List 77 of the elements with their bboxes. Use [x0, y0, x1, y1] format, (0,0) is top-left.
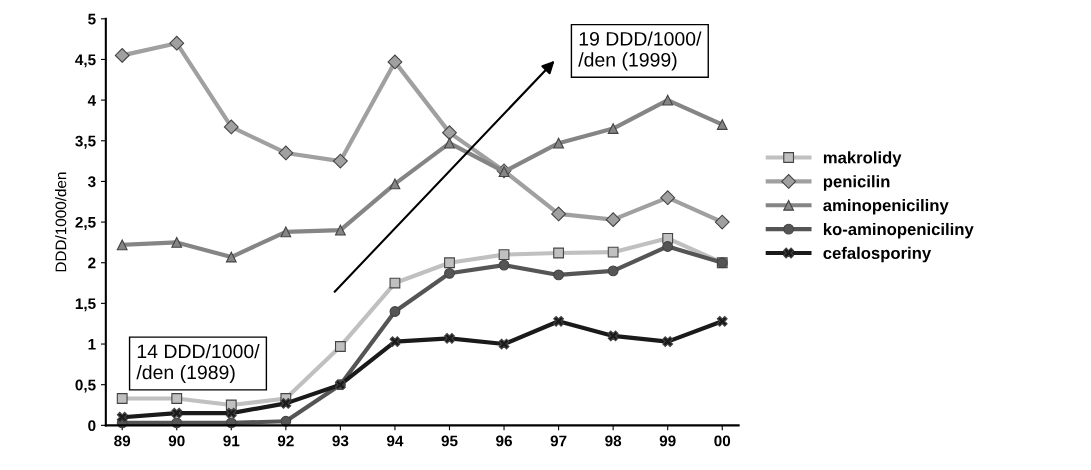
- point: [280, 397, 292, 409]
- point: [278, 145, 294, 161]
- point: [389, 336, 401, 348]
- x-tick-label: 89: [114, 435, 131, 447]
- point: [607, 123, 619, 134]
- x-tick-label: 96: [496, 435, 512, 447]
- point: [607, 265, 619, 277]
- point: [334, 341, 346, 352]
- point: [498, 259, 510, 271]
- x-tick-label: 90: [168, 435, 185, 447]
- y-tick-label: 4,5: [75, 54, 96, 68]
- point: [662, 336, 674, 348]
- legend-label: ko-aminopeniciliny: [823, 222, 974, 239]
- point: [334, 224, 346, 236]
- point: [116, 411, 128, 423]
- point: [389, 306, 401, 317]
- point: [444, 267, 455, 279]
- annotation: 19 DDD/1000/ /den (1999): [578, 31, 702, 71]
- x-tick-label: 95: [441, 435, 458, 447]
- point: [553, 315, 565, 327]
- point: [223, 119, 239, 135]
- point: [444, 257, 455, 269]
- x-tick-label: 98: [605, 435, 622, 447]
- point: [225, 407, 237, 419]
- point: [553, 137, 565, 149]
- legend-label: penicilin: [823, 175, 890, 191]
- point: [387, 54, 403, 70]
- point: [607, 330, 619, 342]
- y-tick-label: 1: [88, 339, 96, 350]
- point: [551, 206, 567, 222]
- point: [660, 190, 676, 206]
- x-tick-label: 91: [223, 435, 240, 447]
- point: [389, 178, 401, 190]
- annotation: 14 DDD/1000/ /den (1989): [136, 343, 260, 384]
- x-tick-label: 97: [550, 435, 567, 447]
- point: [169, 35, 185, 51]
- point: [662, 241, 674, 252]
- point: [498, 249, 510, 261]
- y-tick-label: 3: [87, 176, 96, 188]
- y-tick-label: 0,5: [75, 379, 96, 393]
- point: [171, 407, 183, 419]
- y-tick-label: 4: [87, 95, 97, 106]
- y-tick-label: 0: [88, 420, 96, 432]
- x-tick-label: 93: [332, 435, 349, 447]
- point: [332, 153, 348, 169]
- y-tick-label: 2: [88, 257, 96, 269]
- point: [116, 393, 128, 404]
- point: [444, 137, 455, 149]
- legend-label: aminopeniciliny: [823, 199, 949, 215]
- y-tick-label: 1,5: [75, 298, 96, 312]
- y-tick-label: 5: [88, 13, 96, 25]
- point: [605, 212, 621, 228]
- point: [714, 214, 730, 230]
- x-tick-label: 99: [659, 435, 676, 447]
- point: [716, 315, 728, 327]
- point: [116, 239, 128, 251]
- point: [498, 338, 510, 350]
- x-tick-label: 94: [386, 435, 404, 447]
- point: [280, 226, 292, 238]
- point: [225, 251, 237, 263]
- y-axis-title: DDD/1000/den: [55, 172, 67, 272]
- point: [553, 269, 565, 281]
- point: [662, 94, 674, 106]
- point: [171, 236, 183, 248]
- legend-label: cefalosporiny: [823, 246, 932, 263]
- legend-label: makrolidy: [823, 151, 902, 167]
- point: [607, 246, 619, 258]
- x-tick-label: 00: [714, 435, 731, 447]
- point: [114, 47, 130, 63]
- point: [553, 247, 565, 259]
- point: [171, 393, 183, 404]
- y-tick-label: 2,5: [75, 216, 96, 230]
- y-tick-label: 3,5: [75, 135, 96, 149]
- point: [442, 125, 457, 141]
- x-tick-label: 92: [277, 435, 294, 447]
- point: [716, 119, 728, 130]
- point: [444, 332, 455, 344]
